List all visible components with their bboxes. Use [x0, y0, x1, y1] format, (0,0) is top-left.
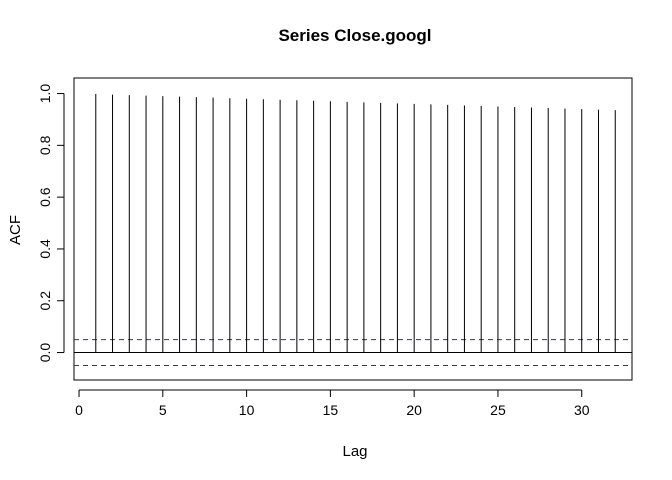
x-tick-label: 25 — [490, 402, 506, 418]
x-tick-label: 20 — [406, 402, 422, 418]
y-tick-label: 0.8 — [37, 135, 53, 155]
chart-title: Series Close.googl — [278, 26, 431, 45]
x-tick-label: 30 — [574, 402, 590, 418]
plot-frame — [73, 77, 633, 381]
x-tick-label: 5 — [159, 402, 167, 418]
x-tick-label: 10 — [239, 402, 255, 418]
y-tick-label: 0.6 — [37, 187, 53, 207]
y-tick-label: 0.2 — [37, 291, 53, 311]
chart-marks: 0 5 10 15 20 25 30 0.0 0.2 0.4 0.6 0.8 1.0 — [37, 77, 633, 418]
y-tick-label: 0.4 — [37, 239, 53, 259]
y-axis-label: ACF — [7, 215, 24, 245]
x-axis-label: Lag — [342, 443, 367, 460]
y-tick-label: 1.0 — [37, 84, 53, 104]
y-tick-label: 0.0 — [37, 343, 53, 363]
x-tick-label: 15 — [323, 402, 339, 418]
x-tick-label: 0 — [75, 402, 83, 418]
